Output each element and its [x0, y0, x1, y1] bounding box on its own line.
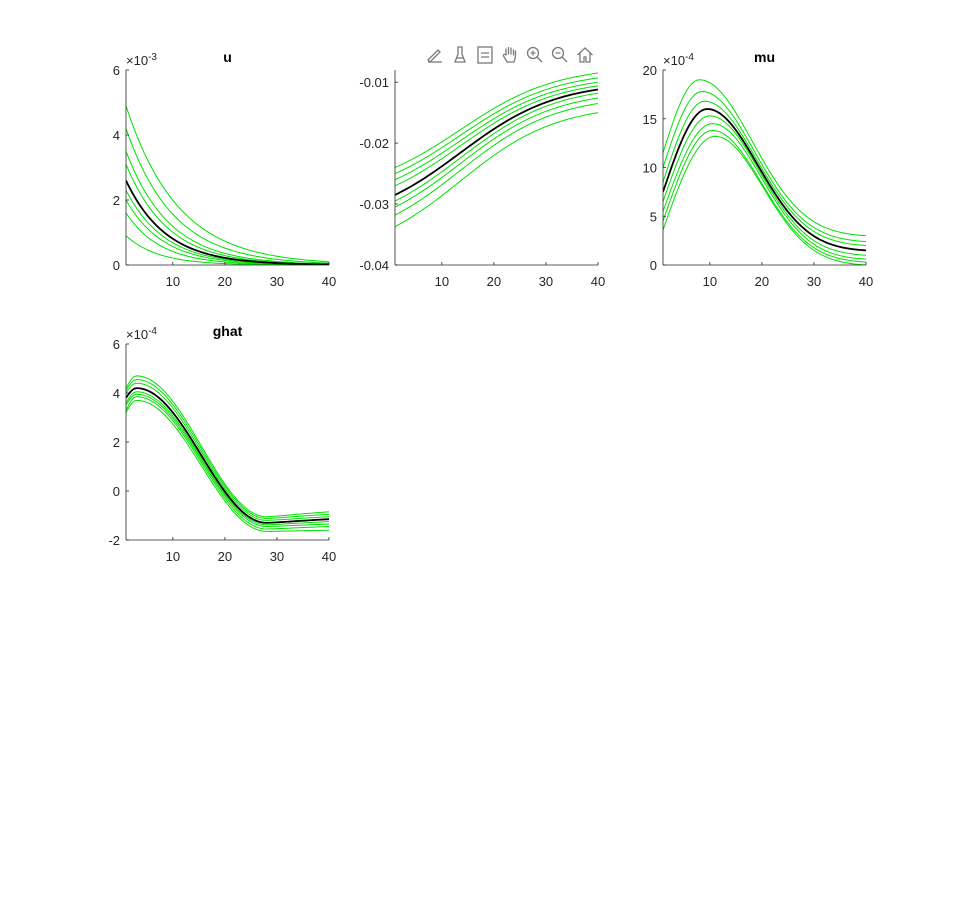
band-line-8: [395, 112, 598, 228]
data-tips-icon: [427, 49, 442, 63]
axes-toolbar: [424, 44, 596, 66]
x-tick-label: 20: [218, 274, 232, 289]
series-group: [126, 105, 329, 265]
band-line-4: [126, 391, 329, 526]
band-line-2: [126, 379, 329, 519]
y-tick-label: 4: [113, 386, 120, 401]
band-line-1: [395, 72, 598, 168]
x-tick-label: 20: [755, 274, 769, 289]
y-tick-label: 6: [113, 63, 120, 78]
x-tick-label: 30: [807, 274, 821, 289]
x-tick-label: 20: [487, 274, 501, 289]
band-line-2: [395, 77, 598, 175]
x-tick-label: 40: [322, 274, 336, 289]
band-line-3: [663, 100, 866, 246]
band-line-7: [663, 135, 866, 265]
y-tick-label: -2: [108, 533, 120, 548]
band-line-5: [126, 393, 329, 528]
band-line-3: [126, 382, 329, 521]
band-line-4: [663, 115, 866, 256]
zoom-out-button[interactable]: [549, 44, 571, 66]
home-button[interactable]: [574, 44, 596, 66]
x-tick-label: 10: [166, 274, 180, 289]
y-tick-label: -0.03: [359, 197, 389, 212]
zoom-out-icon: [551, 46, 568, 63]
brush-button[interactable]: [449, 44, 471, 66]
band-line-7: [126, 212, 329, 265]
y-exponent-label: ×10-3: [126, 52, 157, 68]
band-line-3: [126, 151, 329, 265]
y-tick-label: 15: [643, 112, 657, 127]
x-tick-label: 40: [859, 274, 873, 289]
subplot-title: ghat: [213, 323, 243, 339]
y-tick-label: -0.04: [359, 258, 389, 273]
y-tick-label: 4: [113, 128, 120, 143]
median-line: [395, 88, 598, 196]
brush-icon: [454, 46, 466, 63]
band-line-3: [395, 81, 598, 181]
data-tips-button[interactable]: [424, 44, 446, 66]
band-line-4: [395, 85, 598, 187]
y-tick-label: -0.02: [359, 136, 389, 151]
subplot-1: 10 20 30 40 0 2 4 6 ×10-3 u: [113, 49, 336, 289]
x-tick-label: 10: [435, 274, 449, 289]
y-tick-label: 5: [650, 209, 657, 224]
x-tick-label: 10: [166, 549, 180, 564]
pan-hand-icon: [502, 46, 517, 63]
pan-button[interactable]: [499, 44, 521, 66]
home-icon: [577, 47, 593, 63]
y-exponent-label: ×10-4: [663, 52, 694, 68]
x-tick-label: 30: [270, 549, 284, 564]
legend-icon: [477, 46, 493, 64]
band-line-1: [663, 79, 866, 237]
series-group: [126, 375, 329, 532]
y-tick-label: 0: [650, 258, 657, 273]
y-tick-label: 0: [113, 258, 120, 273]
x-tick-label: 30: [539, 274, 553, 289]
y-tick-label: 2: [113, 193, 120, 208]
subplot-title: mu: [754, 49, 775, 65]
series-group: [395, 72, 598, 228]
band-line-1: [126, 105, 329, 263]
subplot-2: 10 20 30 40 -0.04 -0.03 -0.02 -0.01: [359, 70, 605, 289]
zoom-in-button[interactable]: [524, 44, 546, 66]
band-line-1: [126, 375, 329, 518]
legend-button[interactable]: [474, 44, 496, 66]
median-line: [126, 387, 329, 524]
y-exponent-label: ×10-4: [126, 326, 157, 342]
band-line-6: [126, 396, 329, 530]
x-tick-label: 10: [703, 274, 717, 289]
zoom-in-icon: [526, 46, 543, 63]
band-line-2: [126, 128, 329, 264]
y-tick-label: 20: [643, 63, 657, 78]
band-line-5: [663, 123, 866, 260]
subplot-title: u: [223, 49, 232, 65]
band-line-6: [395, 97, 598, 208]
y-tick-label: 0: [113, 484, 120, 499]
x-tick-label: 40: [322, 549, 336, 564]
median-line: [663, 108, 866, 252]
y-tick-label: 2: [113, 435, 120, 450]
series-group: [663, 79, 866, 265]
y-tick-label: -0.01: [359, 75, 389, 90]
y-tick-label: 6: [113, 337, 120, 352]
band-line-2: [663, 90, 866, 243]
x-tick-label: 20: [218, 549, 232, 564]
band-line-7: [126, 399, 329, 532]
subplot-3: 10 20 30 40 0 5 10 15 20 ×10-4 mu: [643, 49, 874, 289]
band-line-5: [395, 92, 598, 202]
band-line-7: [395, 103, 598, 216]
subplot-4: 10 20 30 40 -2 0 2 4 6 ×10-4 ghat: [108, 323, 336, 564]
median-line: [126, 180, 329, 265]
x-tick-label: 40: [591, 274, 605, 289]
band-line-6: [126, 199, 329, 265]
y-tick-label: 10: [643, 161, 657, 176]
x-tick-label: 30: [270, 274, 284, 289]
band-line-6: [663, 129, 866, 263]
